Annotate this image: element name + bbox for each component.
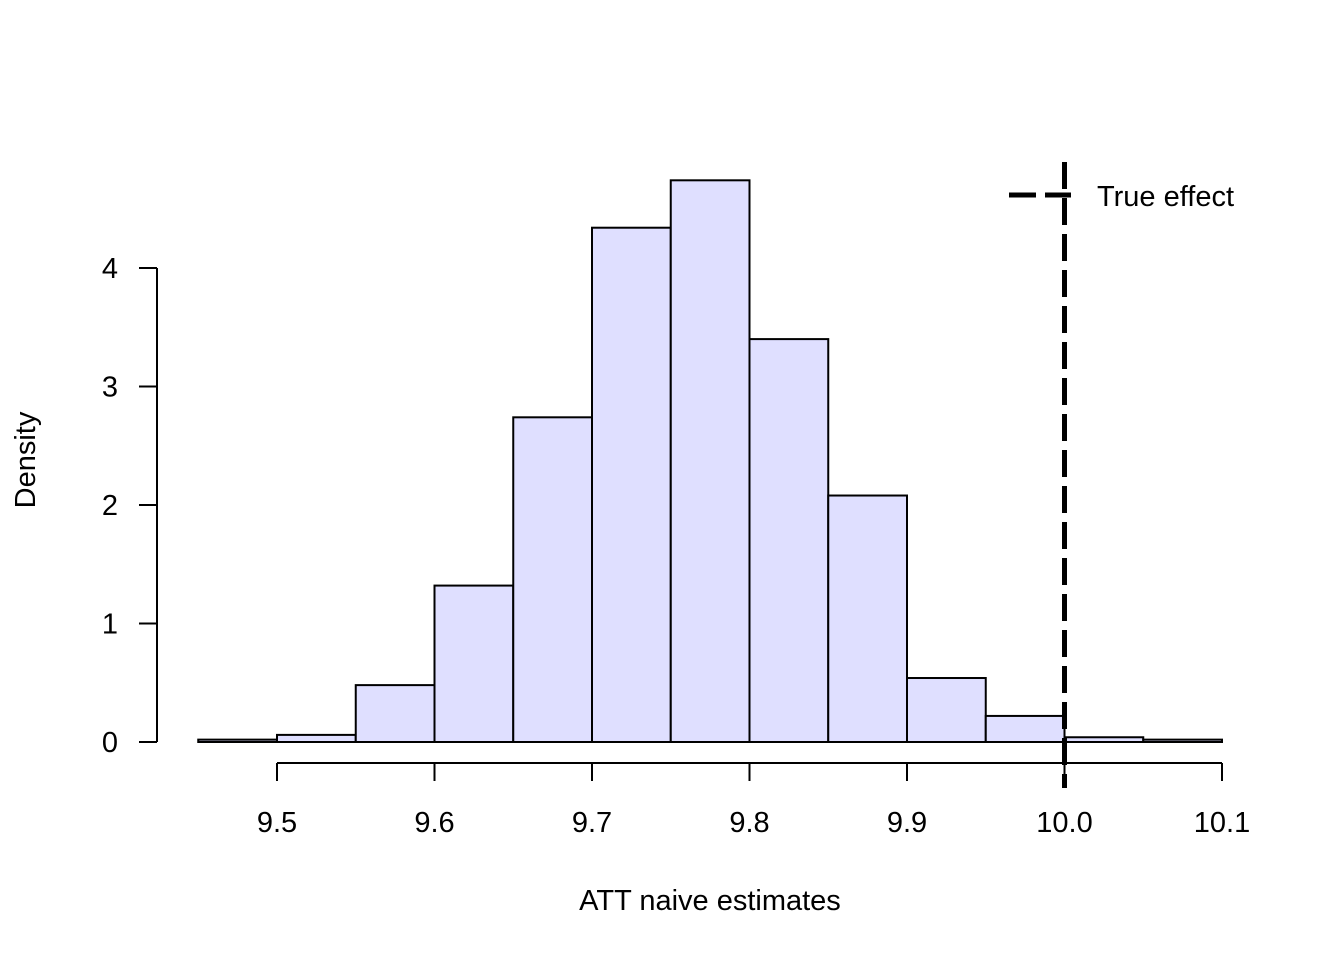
y-tick-label: 1: [102, 609, 118, 641]
y-tick-label: 4: [102, 253, 118, 285]
histogram-bar: [1142, 738, 1223, 744]
x-tick-label: 10.1: [1194, 807, 1250, 839]
x-tick-label: 9.7: [572, 807, 612, 839]
histogram-bar: [433, 584, 515, 744]
histogram-bar: [591, 226, 672, 743]
histogram-bar: [276, 733, 357, 744]
histogram-bar: [197, 738, 278, 744]
y-tick-label: 3: [102, 372, 118, 404]
histogram-bar: [354, 684, 436, 743]
x-tick-label: 10.0: [1036, 807, 1092, 839]
y-axis: 0 1 2 3 4: [102, 253, 158, 759]
y-tick-label: 2: [102, 490, 118, 522]
y-axis-title: Density: [10, 411, 42, 508]
legend-label-true-effect: True effect: [1097, 181, 1234, 213]
x-tick-label: 9.8: [729, 807, 769, 839]
x-tick-label: 9.6: [414, 807, 454, 839]
histogram-bar: [748, 338, 830, 743]
bars-layer: [197, 179, 1223, 744]
y-tick-label: 0: [102, 727, 118, 759]
x-axis-title: ATT naive estimates: [579, 885, 841, 917]
histogram-bar: [669, 179, 751, 743]
histogram-bar: [1063, 736, 1145, 744]
histogram-bar: [827, 494, 908, 743]
x-axis: 9.5 9.6 9.7 9.8 9.9 10.0 10.1: [257, 762, 1250, 839]
x-tick-label: 9.5: [257, 807, 297, 839]
x-tick-label: 9.9: [887, 807, 927, 839]
legend: True effect: [1009, 181, 1234, 213]
histogram-bar: [512, 416, 593, 743]
histogram-bar: [906, 677, 987, 744]
histogram-bar: [984, 714, 1066, 743]
